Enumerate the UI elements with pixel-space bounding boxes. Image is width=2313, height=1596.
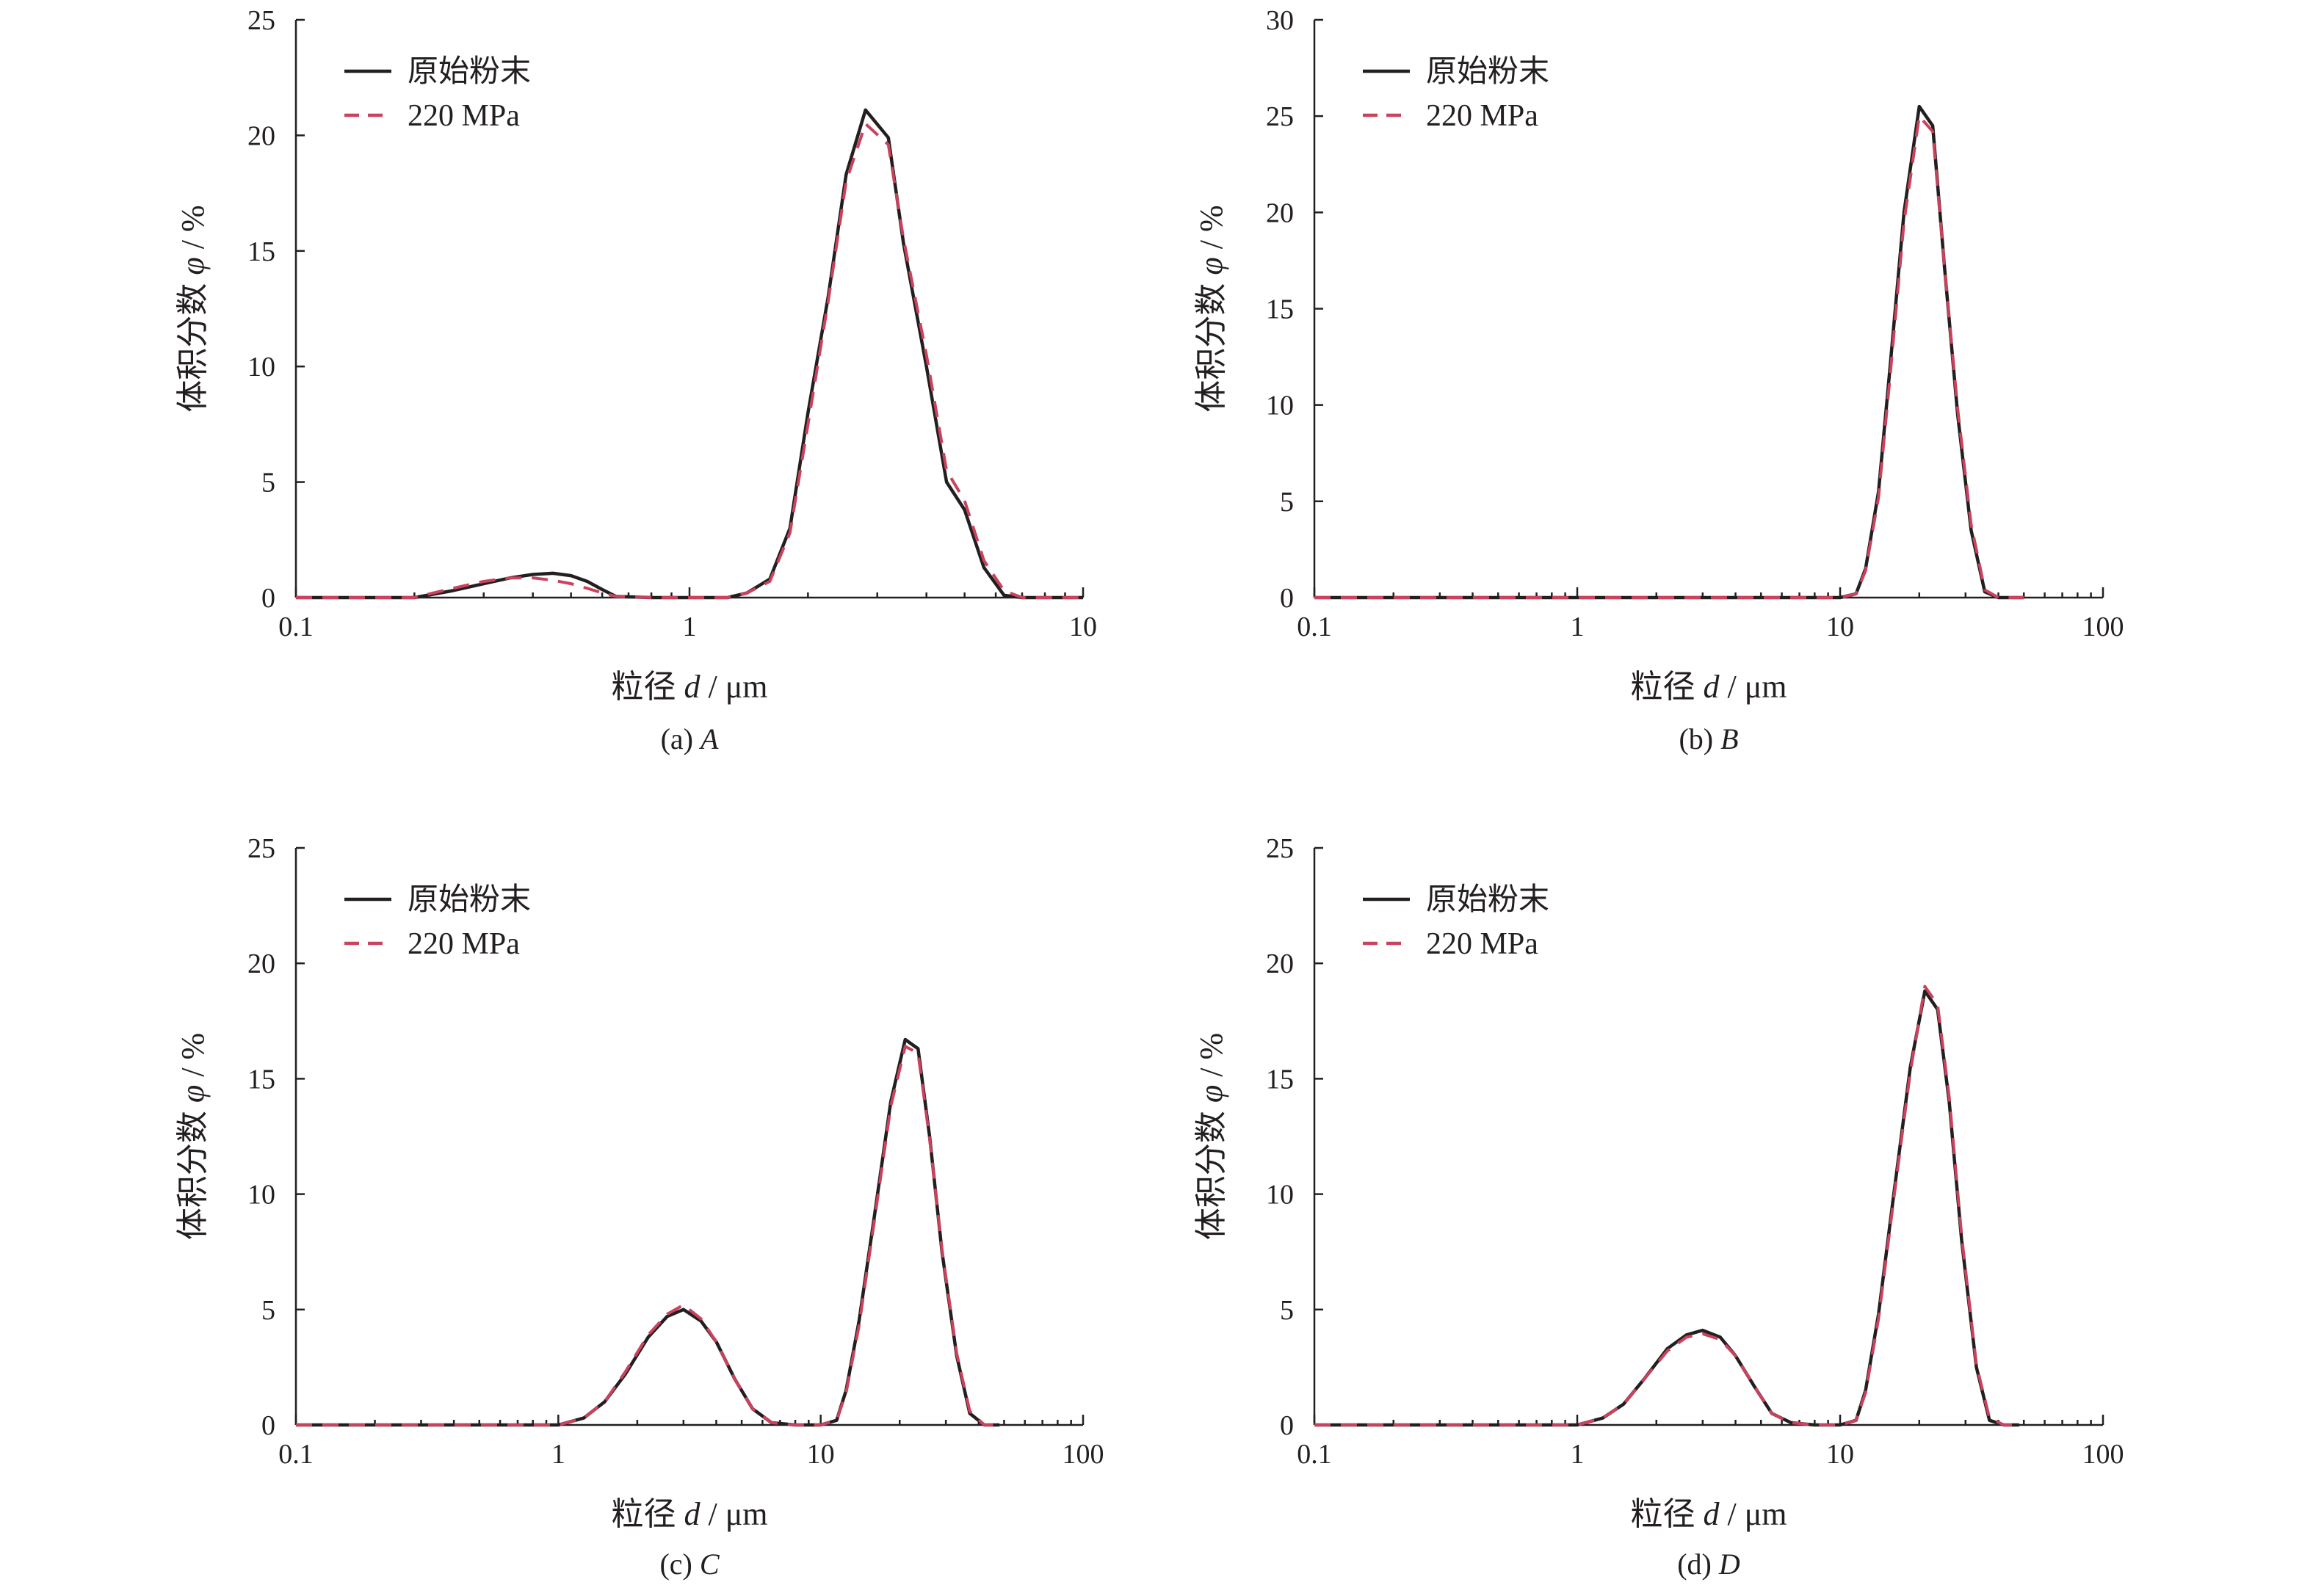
x-tick-label: 0.1 <box>278 1439 314 1470</box>
chart-panel-1: 0 5 10 15 20 25 0.1 1 10 粒径 d / μm 体积分数 φ / % (a) A… <box>175 5 1097 755</box>
legend-label: 原始粉末 <box>408 55 531 89</box>
x-tick-label: 10 <box>807 1439 835 1470</box>
y-tick-label: 15 <box>1266 294 1294 325</box>
y-tick-label: 20 <box>247 120 275 151</box>
y-tick-label: 5 <box>261 1295 275 1326</box>
y-tick-label: 5 <box>1280 487 1294 518</box>
legend-label: 220 MPa <box>408 927 520 961</box>
y-tick-label: 5 <box>261 468 275 498</box>
x-tick-label: 0.1 <box>278 612 314 642</box>
y-axis-title: 体积分数 φ / % <box>175 1033 211 1240</box>
series-line-2 <box>296 1045 1000 1426</box>
series-line-2 <box>296 122 1083 599</box>
y-tick-label: 0 <box>261 1410 275 1441</box>
y-tick-label: 20 <box>1266 948 1294 979</box>
x-tick-label: 10 <box>1826 612 1854 642</box>
y-tick-label: 25 <box>247 833 275 864</box>
panel-caption: (d) D <box>1677 1548 1740 1581</box>
x-tick-label: 10 <box>1826 1439 1854 1470</box>
y-tick-label: 20 <box>247 948 275 979</box>
panel-caption: (b) B <box>1679 722 1738 755</box>
y-tick-label: 0 <box>261 583 275 614</box>
series-line-2 <box>1314 984 2019 1426</box>
chart-panel-4: 0 5 10 15 20 25 0.1 1 10 100 粒径 d / μm 体积分数 φ / % (d… <box>1193 833 2124 1581</box>
chart-panel-2: 0 5 10 15 20 25 30 0.1 1 10 100 粒径 d / μm 体积分数 φ / %… <box>1193 5 2124 755</box>
y-tick-label: 15 <box>247 236 275 267</box>
x-axis-title: 粒径 d / μm <box>1630 669 1787 705</box>
x-axis-title: 粒径 d / μm <box>1630 1496 1787 1532</box>
x-tick-label: 1 <box>683 612 697 642</box>
y-tick-label: 25 <box>247 5 275 36</box>
x-axis-title: 粒径 d / μm <box>611 1496 767 1532</box>
y-tick-label: 10 <box>247 1180 275 1211</box>
x-tick-label: 100 <box>2082 1439 2124 1470</box>
y-tick-label: 20 <box>1266 197 1294 228</box>
x-tick-label: 0.1 <box>1297 1439 1332 1470</box>
x-tick-label: 1 <box>1571 1439 1585 1470</box>
legend-label: 原始粉末 <box>408 883 531 917</box>
y-tick-label: 10 <box>1266 391 1294 421</box>
series-line-2 <box>1314 115 2024 599</box>
series-line-1 <box>1314 104 2024 600</box>
legend-label: 220 MPa <box>1426 927 1538 961</box>
y-tick-label: 5 <box>1280 1295 1294 1326</box>
series-line-1 <box>296 108 1083 600</box>
x-tick-label: 1 <box>551 1439 565 1470</box>
x-tick-label: 100 <box>2082 612 2124 642</box>
legend-label: 220 MPa <box>408 99 520 133</box>
chart-panel-3: 0 5 10 15 20 25 0.1 1 10 100 粒径 d / μm 体积分数 φ / % (c… <box>175 833 1104 1581</box>
y-tick-label: 15 <box>1266 1064 1294 1095</box>
y-tick-label: 10 <box>1266 1180 1294 1211</box>
y-tick-label: 0 <box>1280 1410 1294 1441</box>
panel-caption: (a) A <box>661 722 719 755</box>
y-tick-label: 25 <box>1266 101 1294 132</box>
x-tick-label: 10 <box>1069 612 1097 642</box>
legend-label: 原始粉末 <box>1426 883 1549 917</box>
y-tick-label: 25 <box>1266 833 1294 864</box>
y-tick-label: 0 <box>1280 583 1294 614</box>
panel-caption: (c) C <box>659 1548 720 1581</box>
y-tick-label: 30 <box>1266 5 1294 36</box>
y-axis-title: 体积分数 φ / % <box>1193 1033 1229 1240</box>
y-axis-title: 体积分数 φ / % <box>175 205 211 412</box>
x-tick-label: 100 <box>1063 1439 1104 1470</box>
legend-label: 原始粉末 <box>1426 55 1549 89</box>
y-axis-title: 体积分数 φ / % <box>1193 205 1229 412</box>
x-axis-title: 粒径 d / μm <box>611 669 767 705</box>
x-tick-label: 0.1 <box>1297 612 1332 642</box>
y-tick-label: 10 <box>247 352 275 382</box>
x-tick-label: 1 <box>1571 612 1585 642</box>
legend-label: 220 MPa <box>1426 99 1538 133</box>
y-tick-label: 15 <box>247 1064 275 1095</box>
